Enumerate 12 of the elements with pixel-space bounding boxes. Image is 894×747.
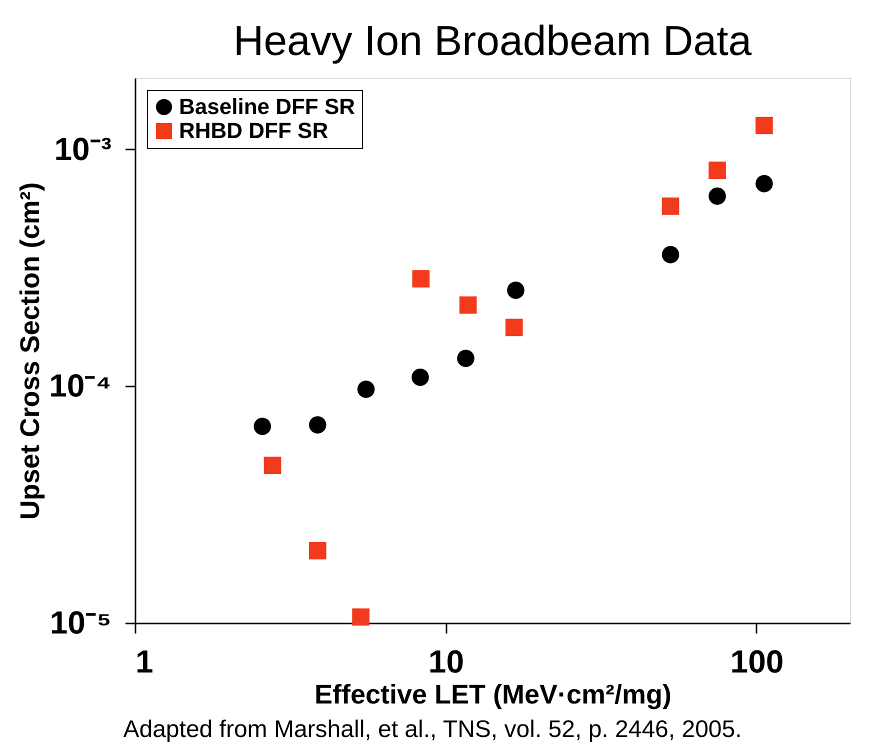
y-tick-label: 10⁻⁴ bbox=[49, 368, 112, 404]
y-tick-label: 10⁻³ bbox=[54, 130, 112, 167]
y-tick-label: 10⁻⁵ bbox=[50, 604, 112, 640]
legend-label: RHBD DFF SR bbox=[179, 118, 328, 143]
x-tick-label: 100 bbox=[730, 644, 784, 680]
chart-title: Heavy Ion Broadbeam Data bbox=[233, 17, 752, 64]
legend-label: Baseline DFF SR bbox=[179, 94, 356, 119]
x-tick-label: 1 bbox=[136, 644, 154, 680]
text: Adapted from Marshall, et al., TNS, vol. 52, p. 2446, 2005. bbox=[123, 716, 742, 743]
x-axis-title: Effective LET (MeV·cm²/mg) bbox=[314, 680, 672, 710]
x-tick-label: 10 bbox=[428, 644, 464, 680]
y-axis-title: Upset Cross Section (cm²) bbox=[15, 182, 46, 520]
